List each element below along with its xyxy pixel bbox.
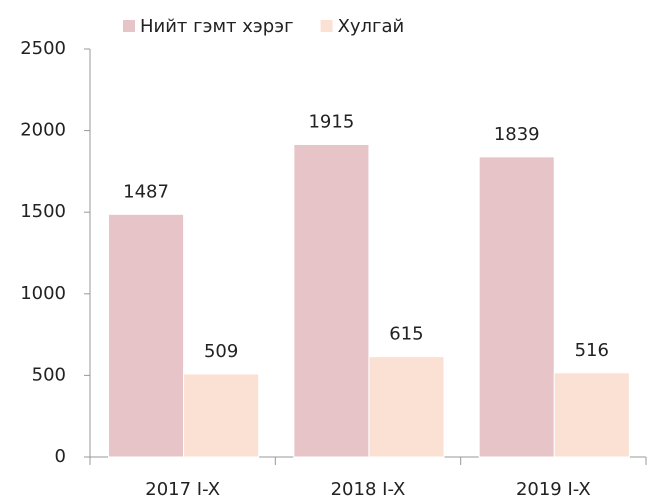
- y-tick-label: 2000: [20, 120, 66, 141]
- x-tick-label: 2019 I-X: [516, 479, 591, 499]
- value-label: 1915: [308, 111, 354, 132]
- value-label: 516: [575, 340, 609, 361]
- legend-label: Хулгай: [338, 16, 405, 37]
- y-tick-label: 500: [32, 364, 66, 385]
- value-label: 615: [389, 324, 423, 345]
- y-tick-label: 1000: [20, 283, 66, 304]
- x-tick-label: 2017 I-X: [145, 479, 220, 499]
- y-tick-label: 0: [55, 446, 66, 467]
- legend-swatch: [123, 20, 135, 32]
- value-label: 1839: [494, 124, 540, 145]
- bar: [553, 372, 630, 458]
- y-tick-label: 2500: [20, 38, 66, 59]
- bar: [478, 156, 555, 458]
- value-label: 509: [204, 341, 238, 362]
- legend-label: Нийт гэмт хэрэг: [140, 16, 294, 37]
- legend-swatch: [320, 20, 333, 32]
- bar: [368, 356, 445, 458]
- bar: [293, 143, 370, 458]
- x-tick-label: 2018 I-X: [331, 479, 406, 499]
- bar: [183, 373, 260, 458]
- value-label: 1487: [123, 181, 169, 202]
- y-tick-label: 1500: [20, 201, 66, 222]
- bar: [108, 213, 185, 458]
